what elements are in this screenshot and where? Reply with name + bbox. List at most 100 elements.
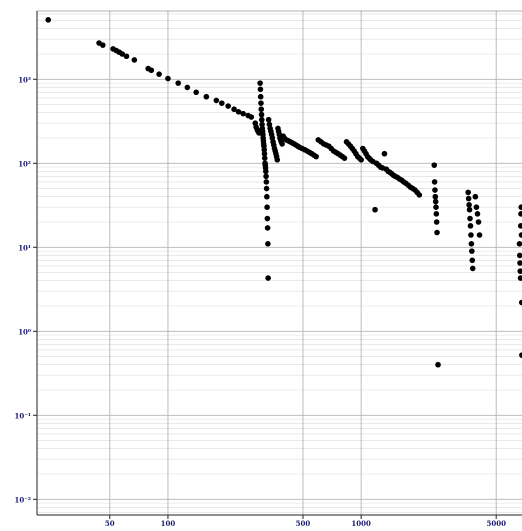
data-point <box>466 206 473 213</box>
x-tick-label: 100 <box>161 519 176 528</box>
data-point <box>313 153 319 160</box>
data-points <box>45 17 522 368</box>
data-point <box>517 260 522 266</box>
data-point <box>466 202 472 208</box>
data-point <box>45 17 52 23</box>
data-point <box>433 211 440 217</box>
y-tick-label: 10² <box>18 159 31 168</box>
data-point <box>248 114 255 120</box>
data-point <box>475 219 482 225</box>
data-point <box>517 275 522 281</box>
axes <box>36 10 522 516</box>
data-point <box>434 229 440 236</box>
data-point <box>433 204 439 211</box>
y-axis-ticks: 10³ 10² 10¹ 10⁰ 10⁻¹ 10⁻² <box>14 75 37 504</box>
data-point <box>261 150 268 157</box>
x-tick-label: 5000 <box>486 519 506 528</box>
data-point <box>175 80 182 86</box>
data-point <box>469 257 476 264</box>
data-point <box>518 211 522 217</box>
grid-lines <box>37 11 522 515</box>
data-point <box>518 232 522 238</box>
data-point <box>416 192 423 198</box>
y-tick-label: 10⁰ <box>18 327 31 336</box>
y-tick-label: 10⁻² <box>14 495 31 504</box>
data-point <box>257 93 264 100</box>
data-point <box>258 106 265 113</box>
data-point <box>468 241 475 247</box>
data-point <box>265 241 271 247</box>
data-point <box>131 57 138 63</box>
data-point <box>264 215 271 222</box>
data-point <box>274 157 281 163</box>
data-point <box>467 215 473 222</box>
data-point <box>518 299 522 306</box>
data-point <box>381 150 388 157</box>
data-point <box>516 241 522 247</box>
y-tick-label: 10⁻¹ <box>14 411 31 420</box>
data-point <box>184 84 191 91</box>
data-point <box>372 206 378 213</box>
data-point <box>279 141 285 147</box>
data-point <box>264 225 271 231</box>
data-point <box>518 204 522 211</box>
data-point <box>467 223 474 229</box>
data-point <box>263 179 270 185</box>
data-point <box>123 53 130 60</box>
data-point <box>193 89 199 96</box>
data-point <box>465 195 472 202</box>
data-point <box>435 361 441 368</box>
data-point <box>213 97 220 104</box>
data-point <box>468 232 474 238</box>
data-point <box>341 155 348 161</box>
data-point <box>432 198 439 205</box>
data-point <box>465 189 471 196</box>
data-point <box>476 232 483 238</box>
data-point <box>156 71 162 77</box>
data-point <box>265 275 271 281</box>
data-point <box>119 51 126 57</box>
x-tick-label: 50 <box>105 519 115 528</box>
data-point <box>264 193 270 200</box>
data-point <box>517 268 522 274</box>
x-axis-ticks: 50 100 500 1000 5000 <box>105 515 506 528</box>
data-point <box>432 193 439 200</box>
data-point <box>240 110 246 117</box>
data-point <box>469 248 475 254</box>
data-point <box>265 116 272 123</box>
data-point <box>263 168 269 175</box>
data-point <box>264 204 270 211</box>
data-point <box>219 100 225 106</box>
data-point <box>99 42 106 48</box>
data-point <box>258 111 265 118</box>
data-point <box>431 179 438 185</box>
y-tick-label: 10¹ <box>18 243 31 252</box>
data-point <box>516 252 522 259</box>
x-tick-label: 1000 <box>351 519 371 528</box>
data-point <box>165 75 171 82</box>
y-tick-label: 10³ <box>18 75 31 84</box>
data-point <box>148 67 155 74</box>
x-tick-label: 500 <box>296 519 311 528</box>
data-point <box>358 157 364 163</box>
data-point <box>517 223 522 229</box>
data-point <box>519 352 522 358</box>
data-point <box>473 204 480 211</box>
data-point <box>257 86 264 93</box>
data-point <box>235 109 242 115</box>
data-point <box>472 193 479 200</box>
data-point <box>432 187 438 193</box>
data-point <box>257 80 263 86</box>
data-point <box>259 121 265 128</box>
data-point <box>261 146 268 153</box>
data-point <box>231 106 237 113</box>
data-point <box>225 103 231 109</box>
data-point <box>203 93 210 100</box>
data-point <box>469 265 476 272</box>
data-point <box>263 173 269 180</box>
data-point <box>261 155 268 161</box>
data-point <box>258 100 264 106</box>
data-point <box>433 219 440 225</box>
data-point <box>431 162 438 168</box>
